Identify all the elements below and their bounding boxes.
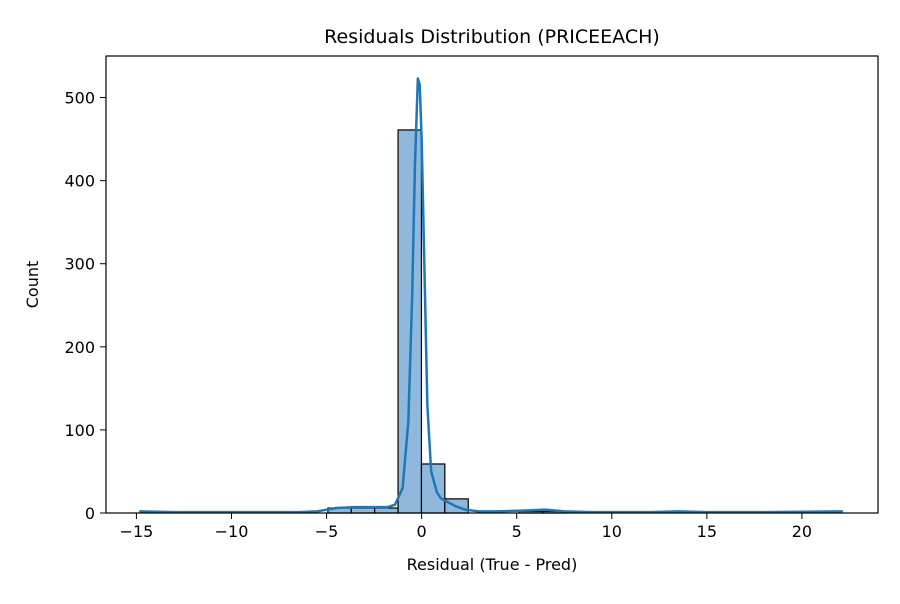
kde-layer [138,77,844,514]
x-axis-ticks: −15 −10 −5 0 5 10 15 20 [120,513,812,541]
histogram-bar [350,507,376,514]
y-axis-ticks: 0 100 200 300 400 500 [64,89,106,523]
x-tick-label: 0 [417,522,427,541]
x-tick-label: −15 [120,522,154,541]
y-tick-label: 300 [64,255,95,274]
x-tick-label: 5 [512,522,522,541]
y-tick-label: 100 [64,421,95,440]
y-axis-label: Count [23,261,42,309]
kde-curve-line [138,77,844,514]
plot-area-frame [105,55,879,514]
y-tick-label: 500 [64,89,95,108]
x-tick-label: 10 [602,522,622,541]
y-tick-label: 0 [85,504,95,523]
chart-title: Residuals Distribution (PRICEEACH) [324,26,660,48]
histogram-bars [327,129,567,514]
y-tick-label: 200 [64,338,95,357]
histogram-bar [420,463,446,514]
x-tick-label: 15 [697,522,717,541]
histogram-bar [374,507,399,514]
x-axis-label: Residual (True - Pred) [407,555,578,574]
histogram-bar [397,129,423,514]
x-tick-label: −5 [315,522,339,541]
x-tick-label: 20 [792,522,812,541]
y-tick-label: 400 [64,172,95,191]
x-tick-label: −10 [215,522,249,541]
